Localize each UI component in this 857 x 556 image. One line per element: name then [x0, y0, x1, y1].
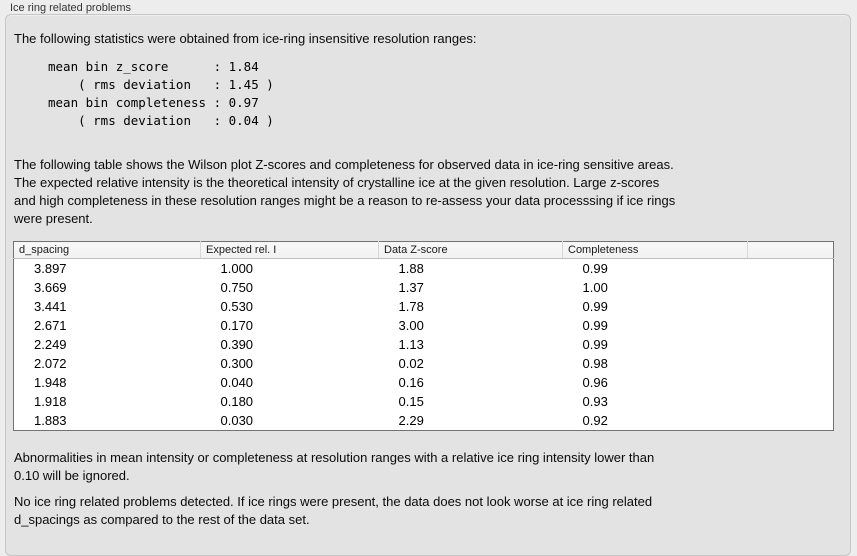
- panel-title: Ice ring related problems: [10, 2, 132, 14]
- column-header-d-spacing[interactable]: d_spacing: [13, 241, 201, 259]
- table-cell: 1.948: [34, 375, 67, 390]
- table-cell: 0.98: [582, 356, 608, 371]
- table-cell: 0.92: [582, 413, 608, 428]
- table-cell: 0.180: [220, 394, 254, 409]
- table-row[interactable]: 3.897 1.000 1.88 0.99: [14, 259, 834, 279]
- table-cell: [748, 373, 834, 392]
- table-cell: 2.671: [34, 318, 67, 333]
- table-cell: 1.00: [582, 280, 608, 295]
- table-description-text: The following table shows the Wilson plo…: [14, 157, 676, 226]
- stats-block: mean bin z_score : 1.84 ( rms deviation …: [48, 59, 274, 128]
- table-row[interactable]: 1.918 0.180 0.15 0.93: [14, 392, 834, 411]
- table-row[interactable]: 2.249 0.390 1.13 0.99: [14, 335, 834, 354]
- ice-ring-panel: { "panel": { "title": "Ice ring related …: [5, 2, 851, 556]
- table-cell: 3.897: [34, 261, 67, 276]
- column-header-completeness[interactable]: Completeness: [562, 241, 748, 259]
- ice-ring-table: d_spacing Expected rel. I Data Z-score C…: [13, 241, 834, 431]
- table-cell: 1.37: [398, 280, 424, 295]
- table-cell: [748, 297, 834, 316]
- table-cell: 0.99: [582, 261, 608, 276]
- table-cell: 3.00: [398, 318, 424, 333]
- table-row[interactable]: 2.671 0.170 3.00 0.99: [14, 316, 834, 335]
- table-cell: 1.000: [220, 261, 254, 276]
- table-cell: [748, 335, 834, 354]
- table-cell: 0.99: [582, 299, 608, 314]
- table-row[interactable]: 1.883 0.030 2.29 0.92: [14, 411, 834, 431]
- table-cell: [748, 259, 834, 279]
- table-row[interactable]: 3.441 0.530 1.78 0.99: [14, 297, 834, 316]
- table-cell: 0.390: [220, 337, 254, 352]
- column-header-empty: [747, 241, 834, 259]
- table-row[interactable]: 1.948 0.040 0.16 0.96: [14, 373, 834, 392]
- table-cell: 1.918: [34, 394, 67, 409]
- stats-intro-text: The following statistics were obtained f…: [14, 31, 477, 46]
- table-cell: 2.072: [34, 356, 67, 371]
- table-cell: 2.249: [34, 337, 67, 352]
- table-cell: 0.530: [220, 299, 254, 314]
- table-cell: 0.040: [220, 375, 254, 390]
- table-cell: 0.99: [582, 337, 608, 352]
- table-header-row: d_spacing Expected rel. I Data Z-score C…: [13, 241, 834, 259]
- table-cell: 0.99: [582, 318, 608, 333]
- table-cell: [748, 316, 834, 335]
- table-cell: 1.883: [34, 413, 67, 428]
- table-cell: 3.441: [34, 299, 67, 314]
- table-cell: 0.030: [220, 413, 254, 428]
- table-cell: [748, 278, 834, 297]
- table-cell: 0.300: [220, 356, 254, 371]
- table-cell: 0.15: [398, 394, 424, 409]
- table-cell: 0.02: [398, 356, 424, 371]
- table-cell: 0.170: [220, 318, 254, 333]
- table-cell: 0.96: [582, 375, 608, 390]
- table-row[interactable]: 3.669 0.750 1.37 1.00: [14, 278, 834, 297]
- column-header-data-z-score[interactable]: Data Z-score: [378, 241, 563, 259]
- table-cell: [748, 392, 834, 411]
- table-body: 3.897 1.000 1.88 0.99 3.669 0.750 1.37 1.00 3.44…: [14, 259, 834, 431]
- table-cell: [748, 354, 834, 373]
- column-header-expected-rel-i[interactable]: Expected rel. I: [200, 241, 379, 259]
- table-cell: 1.88: [398, 261, 424, 276]
- table-cell: 1.78: [398, 299, 424, 314]
- ignore-note-text: Abnormalities in mean intensity or compl…: [14, 450, 655, 483]
- table-row[interactable]: 2.072 0.300 0.02 0.98: [14, 354, 834, 373]
- conclusion-text: No ice ring related problems detected. I…: [14, 494, 653, 527]
- table-cell: [748, 411, 834, 431]
- table-cell: 1.13: [398, 337, 424, 352]
- table-cell: 0.16: [398, 375, 424, 390]
- table-cell: 3.669: [34, 280, 67, 295]
- table-cell: 0.93: [582, 394, 608, 409]
- table-cell: 0.750: [220, 280, 254, 295]
- table-cell: 2.29: [398, 413, 424, 428]
